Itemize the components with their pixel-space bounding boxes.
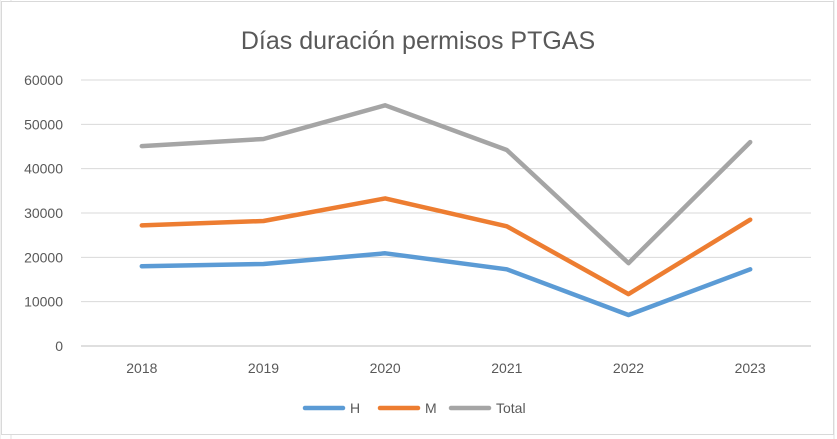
series-line-h[interactable]	[139, 251, 753, 318]
plot-series	[139, 103, 753, 318]
y-tick-label: 40000	[24, 161, 63, 177]
y-tick-label: 30000	[24, 205, 63, 221]
series-line-total[interactable]	[139, 103, 753, 266]
legend-label: Total	[496, 400, 526, 416]
y-tick-label: 10000	[24, 294, 63, 310]
x-tick-label: 2018	[126, 360, 157, 376]
x-tick-label: 2023	[735, 360, 766, 376]
x-tick-label: 2021	[491, 360, 522, 376]
x-tick-label: 2020	[370, 360, 401, 376]
x-axis-ticks: 2018 2019 2020 2021 2022 2023	[126, 360, 766, 376]
y-axis-ticks: 0 10000 20000 30000 40000 50000 60000	[24, 72, 63, 354]
legend: H M Total	[302, 400, 526, 416]
y-tick-label: 60000	[24, 72, 63, 88]
chart-title: Días duración permisos PTGAS	[241, 27, 595, 55]
x-tick-label: 2019	[248, 360, 279, 376]
y-tick-label: 50000	[24, 116, 63, 132]
series-line-m[interactable]	[139, 196, 753, 297]
y-tick-label: 20000	[24, 249, 63, 265]
y-tick-label: 0	[55, 338, 63, 354]
legend-label: M	[425, 400, 437, 416]
x-tick-label: 2022	[613, 360, 644, 376]
legend-label: H	[350, 400, 360, 416]
